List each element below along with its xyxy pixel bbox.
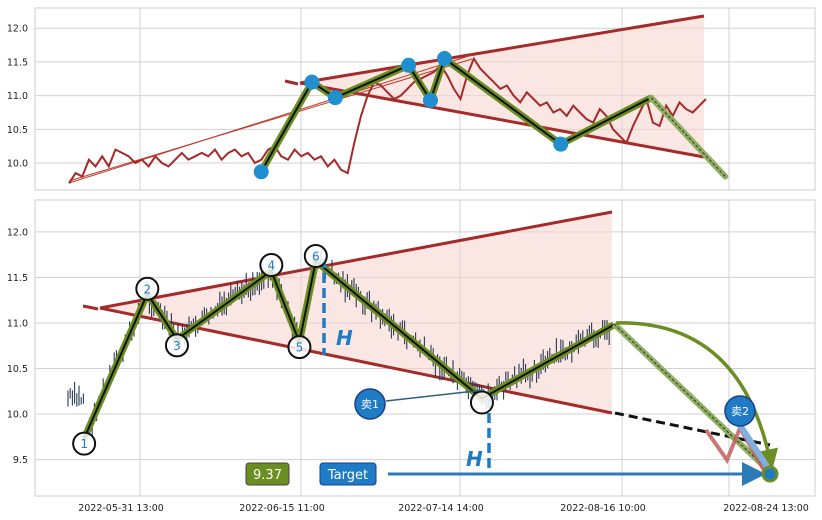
bottom-upper-trendline [99,210,613,310]
pivot-label: 4 [268,259,276,273]
top-pivot-point [553,136,569,152]
top-y-tick-label: 11.5 [7,57,28,68]
height-label-right: H [466,447,483,471]
top-pivot-point [437,51,452,67]
pivot-label: 6 [312,250,320,264]
sell1-pointer [385,389,485,402]
target-label-box [319,462,377,486]
top-y-tick-label: 12.0 [7,24,28,35]
target-price-box [245,462,290,486]
top-y-tick-label: 10.5 [7,125,28,136]
top-panel-content [68,14,729,184]
bottom-trend-extension [614,411,771,447]
pivot-marker [259,253,284,278]
bottom-trend-stub [82,304,99,311]
bottom-y-tick-label: 10.5 [7,364,28,375]
pivot-label: 3 [173,339,181,353]
bottom-x-tick-label: 2022-07-14 14:00 [398,503,484,514]
bottom-triangle-fill [100,212,612,413]
bottom-panel-content: H H 1 2 3 4 5 6 卖1 卖2 9.37 Target [67,210,779,486]
bottom-lower-trendline [99,306,613,415]
bottom-projection-arc [615,321,779,471]
target-point [761,465,779,483]
top-trend-stub [284,79,299,86]
bottom-zigzag-core [83,260,615,440]
sell1-label: 卖1 [361,398,379,411]
sell1-badge [354,388,386,420]
bottom-y-tick-label: 11.5 [7,273,28,284]
pivot-label: 1 [80,437,88,451]
bottom-x-tick-label: 2022-08-16 10:00 [560,503,646,514]
top-pivot-point [422,92,438,108]
top-y-tick-label: 11.0 [7,91,28,102]
top-price-line [68,56,707,184]
top-y-tick-label: 10.0 [7,159,28,170]
top-projection-core [650,97,726,177]
bottom-x-tick-label: 2022-08-24 13:00 [723,503,809,514]
target-label-text: Target [327,468,368,483]
pivot-marker [287,335,312,360]
top-channel-line-b [68,58,473,182]
top-pivot-point [253,164,269,180]
pivot-marker [303,244,328,269]
target-price-value: 9.37 [253,468,282,483]
bottom-y-tick-label: 11.0 [7,318,28,329]
bottom-y-tick-label: 9.5 [13,455,28,466]
height-label-left: H [336,326,353,350]
pivot-marker [135,276,160,301]
bottom-panel-x-ticks: 2022-05-31 13:00 2022-06-15 11:00 2022-07-… [78,503,809,514]
bottom-y-tick-label: 12.0 [7,227,28,238]
top-pivot-point [401,57,417,73]
sell2-label: 卖2 [731,405,749,418]
bottom-x-tick-label: 2022-06-15 11:00 [239,503,325,514]
bottom-y-tick-label: 10.0 [7,410,28,421]
pivot-label: 5 [296,341,304,355]
pivot-marker [469,390,494,415]
top-upper-trendline [299,14,705,85]
top-pivot-markers [253,51,569,180]
bottom-projection-core [613,323,771,473]
top-pivot-point [327,90,343,106]
pivot-label: 2 [143,282,151,296]
sell2-badge [724,395,756,427]
pivot-marker [72,431,97,456]
top-pivot-point [304,74,320,90]
bottom-panel-y-ticks: 9.5 10.0 10.5 11.0 11.5 12.0 [7,227,28,466]
bottom-x-tick-label: 2022-05-31 13:00 [78,503,164,514]
bottom-pivot-markers: 1 2 3 4 5 6 [72,244,494,456]
sell2-pointer [737,423,771,470]
pivot-marker [164,333,189,358]
bottom-w-path [704,423,767,473]
top-panel-y-ticks: 10.0 10.5 11.0 11.5 12.0 [7,24,28,170]
